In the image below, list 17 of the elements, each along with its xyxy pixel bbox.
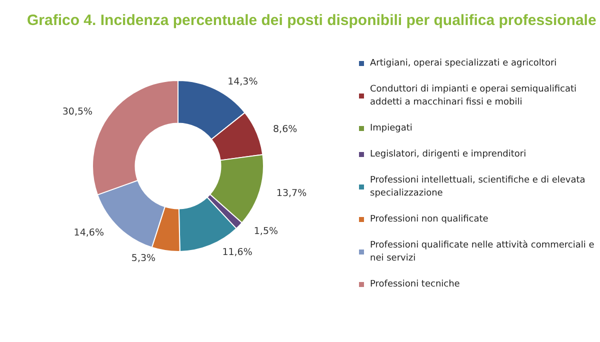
data-label: 30,5% <box>62 106 93 118</box>
data-label: 14,6% <box>74 228 104 239</box>
data-label: 11,6% <box>222 247 252 258</box>
legend-label: Professioni non qualificate <box>370 214 489 224</box>
data-label: 8,6% <box>273 124 298 135</box>
legend-label: Artigiani, operai specializzati e agricoltori <box>370 58 557 68</box>
chart-title: Grafico 4. Incidenza percentuale dei posti disponibili per qualifica professionale <box>27 12 596 29</box>
legend-label: Legislatori, dirigenti e imprenditori <box>370 150 526 160</box>
data-label: 1,5% <box>254 226 278 237</box>
legend-label: Professioni qualificate nelle attività commerciali e nei servizi <box>370 240 598 264</box>
data-label: 14,3% <box>228 76 258 88</box>
legend-label: Professioni tecniche <box>370 280 460 290</box>
legend-label: Professioni intellettuali, scientifiche e di elevata specializzazione <box>370 176 588 198</box>
data-label: 13,7% <box>276 188 307 199</box>
legend-label: Impiegati <box>370 124 412 134</box>
legend-label: Conduttori di impianti e operai semiqualificati addetti a macchinari fissi e mobili <box>370 84 580 108</box>
data-label: 5,3% <box>131 253 156 264</box>
